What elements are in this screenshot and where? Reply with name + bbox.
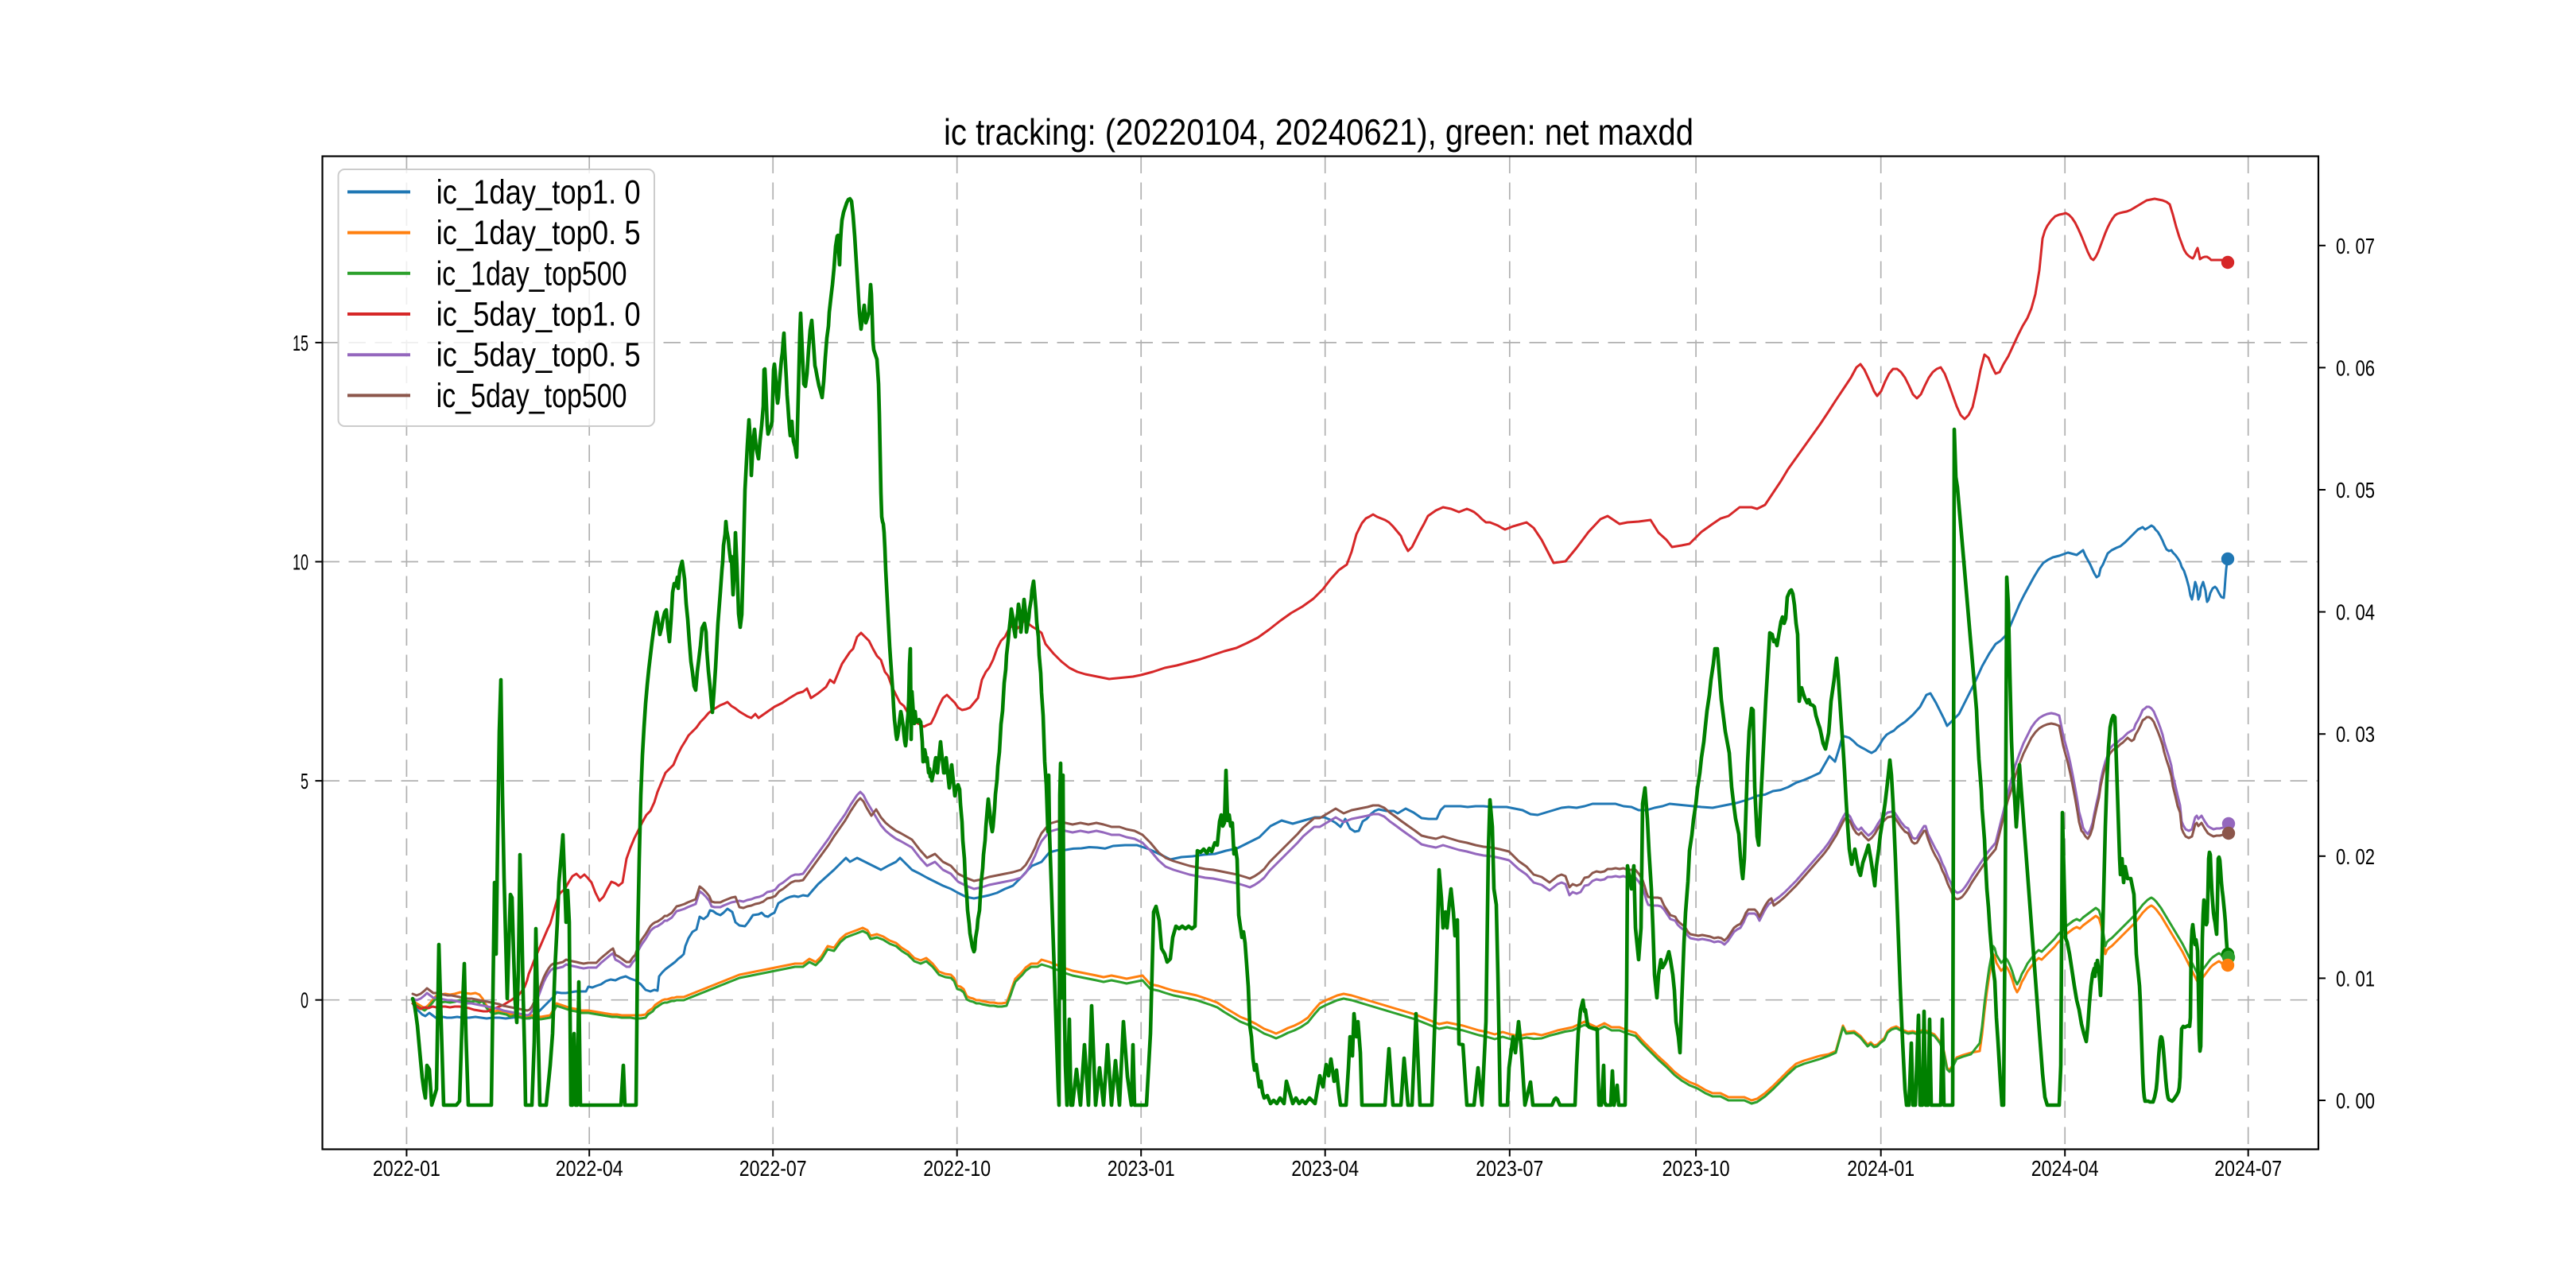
svg-text:ic_1day_top500: ic_1day_top500 <box>436 254 627 293</box>
svg-text:ic_1day_top1. 0: ic_1day_top1. 0 <box>436 173 641 211</box>
svg-text:2023-10: 2023-10 <box>1662 1156 1730 1181</box>
svg-text:2023-01: 2023-01 <box>1108 1156 1175 1181</box>
svg-text:2023-04: 2023-04 <box>1291 1156 1359 1181</box>
svg-text:0. 02: 0. 02 <box>2336 844 2375 869</box>
svg-text:ic_5day_top1. 0: ic_5day_top1. 0 <box>436 296 641 334</box>
svg-text:0. 00: 0. 00 <box>2336 1088 2375 1113</box>
svg-text:10: 10 <box>293 550 308 575</box>
svg-text:2023-07: 2023-07 <box>1476 1156 1543 1181</box>
svg-text:ic_5day_top0. 5: ic_5day_top0. 5 <box>436 336 641 374</box>
svg-text:2024-04: 2024-04 <box>2031 1156 2099 1181</box>
svg-text:0. 01: 0. 01 <box>2336 966 2375 991</box>
svg-text:ic tracking: (20220104, 202406: ic tracking: (20220104, 20240621), green… <box>944 111 1693 153</box>
svg-text:2022-04: 2022-04 <box>556 1156 623 1181</box>
svg-text:15: 15 <box>293 331 308 355</box>
svg-text:ic_5day_top500: ic_5day_top500 <box>436 377 627 415</box>
svg-text:0. 05: 0. 05 <box>2336 478 2375 502</box>
svg-text:2024-07: 2024-07 <box>2214 1156 2282 1181</box>
svg-text:0. 03: 0. 03 <box>2336 722 2375 747</box>
svg-text:0. 06: 0. 06 <box>2336 355 2375 380</box>
svg-text:0. 07: 0. 07 <box>2336 234 2375 258</box>
svg-text:2022-10: 2022-10 <box>923 1156 991 1181</box>
svg-text:ic_1day_top0. 5: ic_1day_top0. 5 <box>436 214 641 252</box>
svg-text:5: 5 <box>301 769 308 793</box>
svg-text:2024-01: 2024-01 <box>1847 1156 1915 1181</box>
svg-text:0. 04: 0. 04 <box>2336 600 2375 625</box>
svg-text:0: 0 <box>301 988 308 1013</box>
svg-text:2022-01: 2022-01 <box>373 1156 440 1181</box>
svg-text:2022-07: 2022-07 <box>739 1156 807 1181</box>
